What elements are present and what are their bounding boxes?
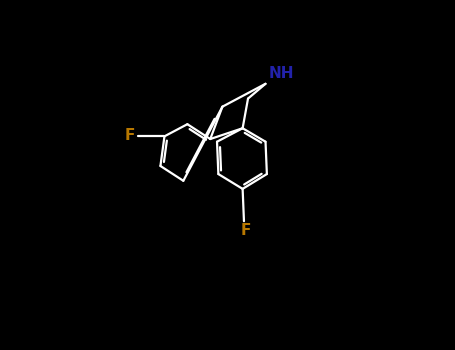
Text: F: F (240, 223, 251, 238)
Text: F: F (125, 128, 135, 143)
Text: NH: NH (269, 66, 294, 81)
